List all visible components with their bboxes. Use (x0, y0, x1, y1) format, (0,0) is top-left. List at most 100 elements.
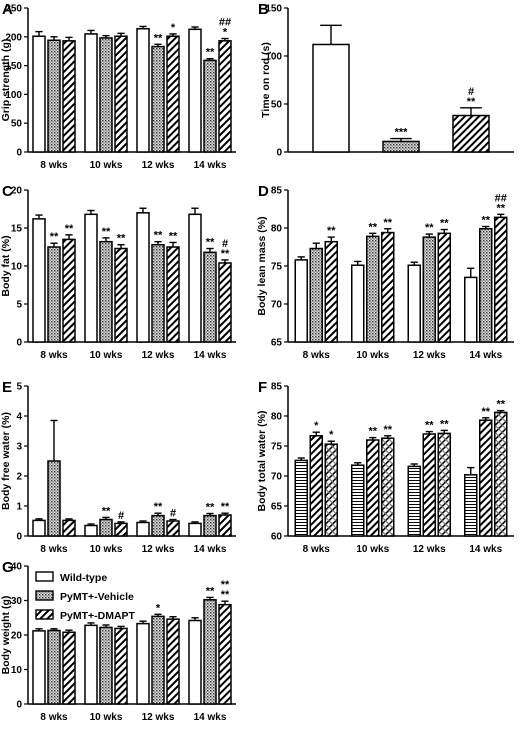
y-axis-label: Time on rod (s) (260, 42, 272, 118)
significance-label: * (156, 602, 161, 614)
bar (312, 43, 350, 153)
y-tick-label: 0 (16, 338, 22, 349)
bar (47, 246, 61, 343)
significance-label: ** (102, 226, 111, 238)
y-tick-label: 0 (16, 148, 22, 159)
significance-label: ** (221, 579, 230, 591)
bar (309, 435, 323, 537)
bar (351, 264, 365, 343)
y-tick-label: 2 (16, 472, 22, 483)
legend-swatch (35, 609, 54, 620)
x-category-label: 14 wks (469, 544, 502, 555)
bar (136, 212, 150, 343)
y-tick-label: 3 (16, 442, 22, 453)
bar (136, 27, 150, 153)
bar (136, 622, 150, 705)
y-tick-label: 10 (11, 665, 23, 676)
y-tick-label: 100 (265, 52, 282, 63)
panel-g: G Body weight (g) 0 10 20 30 40 8 wks 10 wks 12 w… (0, 559, 236, 723)
y-axis-label: Grip strength (g) (0, 39, 12, 122)
x-category-label: 12 wks (142, 712, 175, 723)
legend-swatch (35, 590, 54, 601)
y-tick-label: 30 (11, 596, 23, 607)
bar (84, 624, 98, 705)
bar (479, 228, 493, 343)
y-tick-label: 15 (11, 224, 23, 235)
x-category-label: 12 wks (142, 160, 175, 171)
panel-letter: G (2, 559, 14, 576)
x-category-label: 12 wks (413, 544, 446, 555)
bar (32, 35, 46, 153)
significance-label: ** (481, 214, 490, 226)
bar (381, 437, 395, 537)
bar (494, 216, 508, 343)
x-category-label: 14 wks (194, 544, 227, 555)
y-tick-label: 85 (271, 186, 283, 197)
significance-label: *** (395, 127, 409, 139)
bar (47, 39, 61, 153)
significance-label: ** (206, 585, 215, 597)
significance-label: ** (383, 217, 392, 229)
significance-label: # (468, 86, 474, 98)
y-tick-label: 250 (5, 4, 22, 15)
bar (188, 619, 202, 705)
bar (166, 618, 180, 705)
bar (324, 240, 338, 343)
significance-label: ## (219, 17, 231, 29)
bar (166, 246, 180, 343)
y-tick-label: 0 (276, 148, 282, 159)
y-tick-label: 1 (16, 502, 22, 513)
bar (151, 243, 165, 343)
bar (114, 35, 128, 153)
bar (62, 631, 76, 705)
bar (188, 522, 202, 537)
y-tick-label: 10 (11, 262, 23, 273)
bar (464, 474, 478, 537)
bar (136, 521, 150, 537)
legend-label: PyMT+-DMAPT (60, 610, 136, 622)
bar (452, 114, 490, 153)
y-tick-label: 20 (11, 186, 23, 197)
significance-label: ** (206, 502, 215, 514)
significance-label: ** (383, 424, 392, 436)
bar (218, 40, 232, 153)
y-tick-label: 150 (5, 61, 22, 72)
x-category-label: 10 wks (90, 350, 123, 361)
x-category-label: 8 wks (40, 712, 68, 723)
significance-label: # (170, 508, 176, 520)
bar (464, 276, 478, 343)
significance-label: ** (154, 230, 163, 242)
x-category-label: 10 wks (90, 712, 123, 723)
legend-swatch (35, 571, 54, 582)
bar (422, 236, 436, 343)
bar (84, 524, 98, 537)
significance-label: ** (102, 505, 111, 517)
legend-label: PyMT+-Vehicle (60, 591, 134, 603)
significance-label: ** (154, 32, 163, 44)
bar (166, 35, 180, 153)
y-tick-label: 4 (16, 412, 22, 423)
bar (151, 514, 165, 537)
y-tick-label: 100 (5, 90, 22, 101)
significance-label: ** (206, 47, 215, 59)
x-category-label: 10 wks (90, 544, 123, 555)
y-tick-label: 0 (16, 532, 22, 543)
bar (203, 514, 217, 537)
y-tick-label: 200 (5, 32, 22, 43)
y-tick-label: 75 (271, 442, 283, 453)
bar (32, 218, 46, 343)
significance-label: # (118, 510, 124, 522)
y-tick-label: 50 (271, 100, 283, 111)
y-tick-label: 85 (271, 382, 283, 393)
y-tick-label: 20 (11, 631, 23, 642)
y-axis-label: Body total water (%) (256, 411, 268, 512)
y-tick-label: 40 (11, 562, 23, 573)
bar (218, 603, 232, 705)
y-tick-label: 65 (271, 502, 283, 513)
bar (366, 235, 380, 343)
significance-label: ** (496, 202, 505, 214)
x-category-label: 8 wks (40, 544, 68, 555)
significance-label: ** (425, 222, 434, 234)
